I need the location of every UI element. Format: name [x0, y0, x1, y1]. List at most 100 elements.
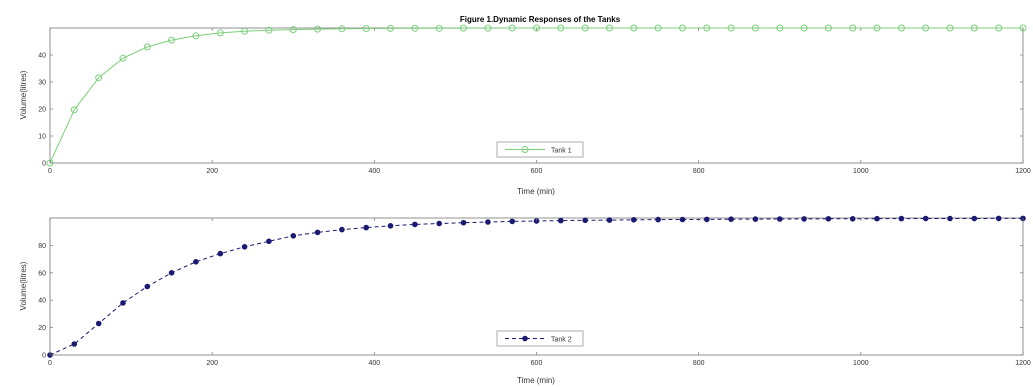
y-axis-label-tank2: Volume(litres)	[19, 261, 28, 310]
data-point	[143, 43, 151, 51]
plot-area-tank1	[49, 27, 1024, 164]
data-point	[168, 36, 176, 44]
x-tick-label: 1000	[853, 168, 869, 175]
data-point	[216, 29, 224, 37]
legend-tank2: Tank 2	[496, 330, 584, 347]
data-point	[387, 223, 394, 229]
x-axis-label-tank1: Time (min)	[517, 187, 555, 196]
data-point	[460, 24, 467, 32]
data-point	[995, 215, 1002, 222]
data-point	[265, 26, 273, 34]
y-tick-label: 0	[42, 353, 46, 360]
y-axis-label-tank1: Volume(litres)	[19, 70, 28, 119]
y-tick-label: 20	[38, 325, 46, 332]
data-point	[679, 216, 686, 223]
y-tick-label: 30	[38, 80, 46, 87]
data-point	[460, 219, 467, 226]
data-point	[679, 24, 686, 32]
x-tick-label: 800	[693, 360, 705, 367]
plot-tank1: 0 200 400 600 800 1000 1200 0 10 20 30 40 Time (min…	[19, 24, 1031, 196]
figure-title: Figure 1.Dynamic Responses of the Tanks	[460, 15, 621, 24]
x-tick-label: 1200	[1015, 168, 1031, 175]
y-tick-label: 20	[38, 107, 46, 114]
legend-swatch-marker-tank1	[521, 146, 529, 153]
data-point	[241, 244, 248, 250]
data-point	[849, 24, 857, 32]
data-point	[581, 24, 589, 32]
data-point	[946, 24, 954, 32]
data-point	[606, 24, 613, 32]
data-point	[217, 250, 224, 257]
data-point	[947, 215, 953, 222]
data-point	[192, 32, 200, 40]
x-tick-label: 400	[368, 168, 380, 175]
x-tick-label: 400	[368, 360, 380, 367]
data-point	[119, 54, 127, 62]
x-tick-label: 1000	[853, 360, 869, 367]
x-tick-label: 200	[206, 168, 218, 175]
data-point	[289, 26, 297, 34]
y-tick-label: 40	[38, 298, 46, 305]
data-point	[484, 24, 492, 32]
data-point	[704, 216, 710, 223]
data-point	[95, 74, 103, 82]
data-point	[800, 24, 808, 32]
axes-tank2-ticks: 0 200 400 600 800 1000 1200 0 20 40 60 80	[38, 218, 1031, 367]
data-point	[435, 24, 443, 32]
data-point	[582, 217, 588, 224]
data-point	[120, 300, 126, 306]
data-point	[776, 24, 784, 32]
data-point	[362, 25, 370, 32]
x-tick-label: 600	[531, 168, 543, 175]
legend-swatch-marker-tank2	[522, 335, 528, 342]
data-point	[314, 229, 321, 236]
data-point	[508, 24, 516, 32]
data-point	[70, 106, 78, 114]
data-point	[95, 320, 102, 327]
y-tick-label: 60	[38, 270, 46, 277]
x-tick-label: 200	[206, 360, 218, 367]
data-point	[824, 24, 832, 32]
data-point	[193, 259, 199, 265]
data-point	[655, 216, 661, 223]
data-point	[631, 217, 637, 223]
data-point	[752, 216, 759, 222]
data-point	[290, 233, 297, 239]
axes-tank1-ticks: 0 200 400 600 800 1000 1200 0 10 20 30 40	[38, 28, 1031, 175]
y-tick-label: 80	[38, 243, 46, 250]
plot-tank2: 0 200 400 600 800 1000 1200 0 20 40 60 80 Time (min…	[19, 215, 1031, 385]
data-point	[387, 24, 394, 32]
legend-label-tank1: Tank 1	[551, 148, 572, 155]
data-point	[922, 215, 929, 222]
data-point	[339, 226, 345, 233]
data-point	[411, 24, 419, 32]
data-point	[728, 216, 734, 222]
y-tick-label: 10	[38, 134, 46, 141]
legend-label-tank2: Tank 2	[551, 337, 572, 344]
data-point	[970, 24, 978, 32]
data-point	[485, 219, 491, 225]
data-point	[849, 216, 856, 222]
data-point	[338, 25, 346, 33]
y-tick-label: 40	[38, 53, 46, 60]
data-point	[874, 215, 880, 222]
data-point	[606, 217, 613, 223]
data-point	[436, 220, 443, 227]
data-point	[654, 24, 662, 32]
data-point	[971, 215, 978, 222]
x-tick-label: 0	[48, 360, 52, 367]
data-point	[995, 24, 1003, 32]
data-point	[71, 341, 78, 347]
data-point	[168, 270, 175, 276]
data-point	[777, 216, 783, 222]
x-tick-label: 0	[48, 168, 52, 175]
data-point	[314, 25, 322, 33]
y-tick-label: 0	[42, 161, 46, 168]
x-axis-label-tank2: Time (min)	[517, 376, 555, 385]
data-point	[897, 24, 905, 32]
data-point	[558, 217, 564, 224]
data-point	[557, 24, 565, 32]
data-point	[363, 224, 370, 231]
legend-tank1: Tank 1	[496, 141, 584, 158]
